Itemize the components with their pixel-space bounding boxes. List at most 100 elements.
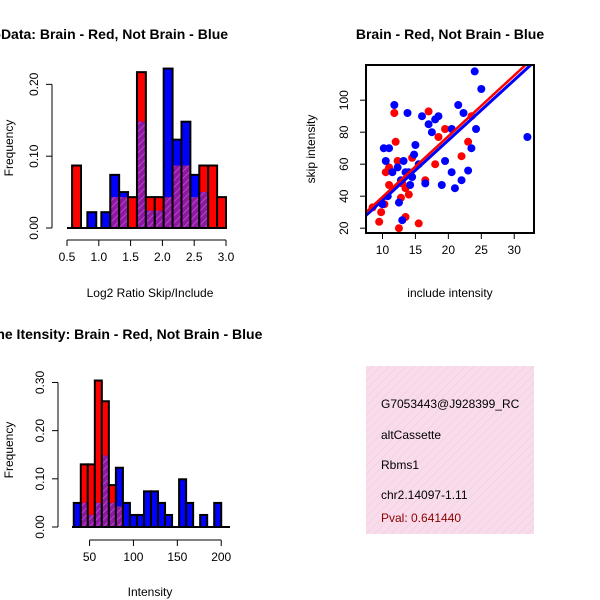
x-tick-label: 10: [376, 243, 390, 257]
y-tick-label: 0.10: [33, 467, 47, 491]
red-point: [431, 160, 440, 169]
overlap-bar: [136, 121, 146, 228]
intensity-scatter-x-label: include intensity: [407, 286, 492, 300]
x-tick-label: 1.0: [90, 250, 107, 264]
red-point: [391, 137, 400, 146]
x-tick-label: 25: [475, 243, 489, 257]
x-tick-label: 2.5: [186, 250, 203, 264]
blue-bar: [73, 502, 81, 527]
blue-bar: [163, 68, 173, 229]
blue-point: [450, 184, 459, 193]
ratio-histogram-title: RatioData: Brain - Red, Not Brain - Blue: [0, 26, 228, 42]
scatter-fit-lines: [366, 65, 532, 217]
red-point: [390, 109, 399, 117]
info-location: chr2.14097-1.11: [381, 488, 468, 502]
red-bar: [87, 464, 95, 527]
intensity-histogram-x-axis: 50 100 150 200: [83, 539, 232, 564]
red-point: [464, 137, 473, 146]
scatter-plot-frame: [365, 64, 535, 234]
blue-point: [418, 112, 426, 121]
blue-bar: [129, 514, 137, 527]
blue-bar: [87, 212, 97, 228]
intensity-scatter-panel: Brain - Red, Not Brain - Blue 10 15 20 25 30…: [304, 26, 544, 300]
blue-point: [434, 112, 443, 121]
overlap-bar: [110, 197, 120, 228]
intensity-histogram-bars: [72, 379, 230, 529]
blue-point: [472, 125, 481, 133]
intensity-scatter-y-axis: 20 40 60 80 100: [337, 90, 366, 235]
x-tick-label: 2.0: [154, 250, 171, 264]
blue-bar: [200, 514, 208, 527]
blue-bar: [186, 502, 194, 527]
blue-point: [457, 176, 466, 185]
blue-point: [403, 109, 412, 117]
red-point: [434, 133, 443, 141]
overlap-bar: [172, 165, 182, 228]
x-tick-label: 200: [211, 550, 231, 564]
blue-bar: [158, 502, 166, 527]
blue-bar: [165, 514, 173, 527]
intensity-histogram-y-label: Frequency: [2, 422, 16, 479]
red-point: [424, 107, 433, 116]
blue-point: [464, 166, 473, 175]
x-tick-label: 100: [123, 550, 143, 564]
blue-point: [394, 198, 403, 207]
y-tick-label: 60: [337, 157, 351, 171]
overlap-bar: [199, 192, 209, 228]
x-tick-label: 3.0: [218, 250, 235, 264]
ratio-histogram-x-axis: 0.5 1.0 1.5 2.0 2.5 3.0: [59, 239, 235, 264]
blue-point: [441, 157, 450, 165]
info-pval: Pval: 0.641440: [381, 511, 461, 525]
x-tick-label: 20: [442, 243, 456, 257]
overlap-bar: [108, 502, 116, 527]
ratio-histogram-y-axis: 0.00 0.10 0.20: [27, 72, 53, 240]
overlap-bar: [181, 165, 191, 228]
blue-bar: [151, 491, 159, 527]
info-event-id: G7053443@J928399_RC: [381, 397, 520, 411]
red-bar: [80, 464, 88, 527]
y-tick-label: 20: [337, 221, 351, 235]
y-tick-label: 0.10: [27, 144, 41, 168]
red-bar: [217, 197, 226, 228]
x-tick-label: 0.5: [59, 250, 76, 264]
red-bar: [94, 380, 102, 527]
x-tick-label: 1.5: [122, 250, 139, 264]
blue-point: [406, 181, 415, 189]
y-tick-label: 40: [337, 189, 351, 203]
red-fit-line: [366, 65, 528, 214]
blue-fit-line: [366, 65, 532, 217]
red-point: [404, 190, 413, 199]
y-tick-label: 100: [337, 90, 351, 110]
blue-bar: [136, 514, 144, 527]
blue-point: [467, 144, 476, 153]
intensity-scatter-title: Brain - Red, Not Brain - Blue: [356, 26, 544, 42]
blue-point: [393, 163, 402, 172]
y-tick-label: 0.30: [33, 370, 47, 394]
blue-point: [399, 157, 408, 165]
red-bar: [208, 165, 218, 228]
red-point: [393, 157, 402, 165]
blue-bar: [115, 467, 123, 527]
blue-point: [454, 101, 463, 109]
y-tick-label: 0.20: [27, 72, 41, 96]
red-point: [385, 181, 394, 189]
blue-point: [411, 141, 420, 149]
blue-bar: [122, 502, 130, 527]
overlap-bar: [190, 197, 200, 228]
ratio-histogram-bars: [67, 67, 227, 230]
blue-point: [424, 120, 433, 129]
red-bar: [128, 197, 137, 228]
red-bar: [72, 165, 81, 228]
ratio-histogram-y-label: Frequency: [2, 120, 16, 177]
info-gene-name: Rbms1: [381, 458, 419, 472]
blue-point: [410, 150, 419, 159]
overlap-bar: [87, 514, 95, 527]
red-point: [394, 224, 403, 233]
red-point: [375, 217, 384, 226]
info-panel-background: [366, 366, 534, 534]
overlap-bar: [115, 506, 123, 527]
info-panel: G7053443@J928399_RC altCassette Rbms1 ch…: [366, 366, 534, 534]
overlap-bar: [119, 197, 129, 228]
blue-bar: [101, 212, 111, 228]
